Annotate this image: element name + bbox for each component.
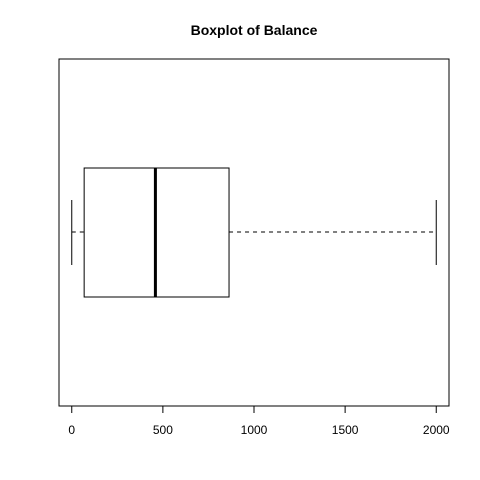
boxplot-marks — [71, 167, 437, 298]
x-tick-label: 500 — [153, 423, 173, 437]
x-tick-label: 0 — [68, 423, 75, 437]
x-tick-label: 1000 — [241, 423, 268, 437]
chart-title: Boxplot of Balance — [191, 22, 318, 38]
x-axis: 0 500 1000 1500 2000 — [68, 405, 450, 437]
x-tick-label: 2000 — [423, 423, 450, 437]
x-tick-label: 1500 — [332, 423, 359, 437]
